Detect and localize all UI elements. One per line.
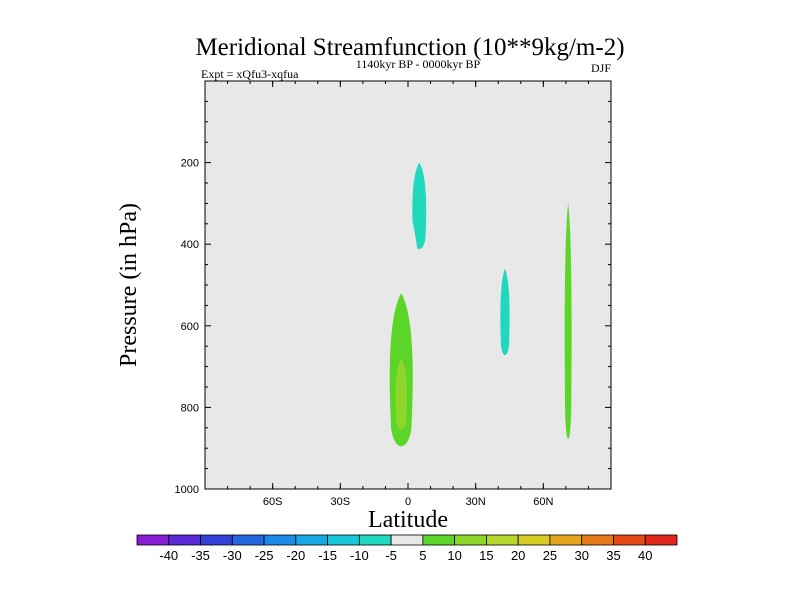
contour-sh-hadley-core-15 bbox=[395, 358, 407, 430]
colorbar-label: 35 bbox=[606, 548, 620, 563]
colorbar-label: 25 bbox=[543, 548, 557, 563]
y-tick-label: 800 bbox=[181, 402, 199, 414]
colorbar-swatch bbox=[486, 534, 519, 546]
y-tick-label: 1000 bbox=[175, 484, 199, 496]
x-axis-label: Latitude bbox=[368, 507, 448, 533]
x-tick-label: 30S bbox=[331, 496, 351, 508]
colorbar-label: -30 bbox=[223, 548, 242, 563]
y-tick-label: 600 bbox=[181, 321, 199, 333]
colorbar-swatch bbox=[644, 534, 678, 546]
colorbar-label: 30 bbox=[574, 548, 588, 563]
season-label: DJF bbox=[591, 61, 611, 75]
colorbar-swatch bbox=[358, 534, 392, 546]
colorbar-label: 20 bbox=[511, 548, 525, 563]
y-tick-label: 200 bbox=[181, 158, 199, 170]
contour-nh-midlat-negative-core bbox=[500, 268, 510, 356]
contour-nh-upper-small-cell bbox=[490, 115, 493, 140]
colorbar-label: 10 bbox=[447, 548, 461, 563]
contour-sh-polar-thin-cell bbox=[251, 105, 254, 428]
colorbar-swatch bbox=[613, 534, 646, 546]
colorbar-swatch bbox=[454, 534, 487, 546]
period-label: 1140kyr BP - 0000kyr BP bbox=[356, 57, 481, 71]
axis-ticks: 60S 30S 0 30N 60N 200 400 600 800 1000 bbox=[175, 81, 611, 508]
y-tick-label: 400 bbox=[181, 239, 199, 251]
x-tick-label: 0 bbox=[405, 496, 411, 508]
colorbar-swatch bbox=[422, 534, 456, 546]
contour-nh-polar-core-10 bbox=[564, 203, 572, 440]
colorbar-swatch bbox=[517, 534, 551, 546]
contour-nh-polar-thin-negative bbox=[583, 81, 589, 411]
colorbar-label: 15 bbox=[479, 548, 493, 563]
colorbar-swatch bbox=[136, 534, 170, 546]
x-tick-label: 60S bbox=[263, 496, 283, 508]
x-tick-label: 30N bbox=[466, 496, 486, 508]
colorbar-swatch bbox=[263, 534, 297, 546]
colorbar-swatch bbox=[295, 534, 328, 546]
colorbar-swatch bbox=[231, 534, 265, 546]
colorbar-label: -25 bbox=[255, 548, 274, 563]
colorbar-swatch bbox=[168, 534, 201, 546]
colorbar-label: -35 bbox=[191, 548, 210, 563]
contour-regions bbox=[251, 81, 589, 463]
colorbar-label: -5 bbox=[385, 548, 397, 563]
colorbar-label: 5 bbox=[419, 548, 426, 563]
colorbar: -40 -35 -30 -25 -20 -15 -10 -5 5 10 15 20 25 30 35 40 bbox=[136, 534, 678, 563]
colorbar-swatch bbox=[581, 534, 614, 546]
colorbar-label: 40 bbox=[638, 548, 652, 563]
colorbar-swatch bbox=[327, 534, 360, 546]
plot-area: 60S 30S 0 30N 60N 200 400 600 800 1000 bbox=[175, 80, 612, 508]
colorbar-label: -20 bbox=[286, 548, 305, 563]
colorbar-label: -40 bbox=[159, 548, 178, 563]
experiment-label: Expt = xQfu3-xqfua bbox=[201, 67, 299, 81]
y-axis-label: Pressure (in hPa) bbox=[116, 203, 142, 367]
colorbar-swatch bbox=[390, 534, 424, 546]
colorbar-swatch bbox=[200, 534, 233, 546]
contour-tropical-upper-negative-core bbox=[412, 162, 427, 249]
chart-title: Meridional Streamfunction (10**9kg/m-2) bbox=[195, 34, 624, 61]
colorbar-label: -10 bbox=[350, 548, 369, 563]
colorbar-swatch bbox=[549, 534, 583, 546]
colorbar-label: -15 bbox=[318, 548, 337, 563]
x-tick-label: 60N bbox=[533, 496, 553, 508]
contour-nh-subtropical-positive-cell bbox=[445, 227, 483, 448]
